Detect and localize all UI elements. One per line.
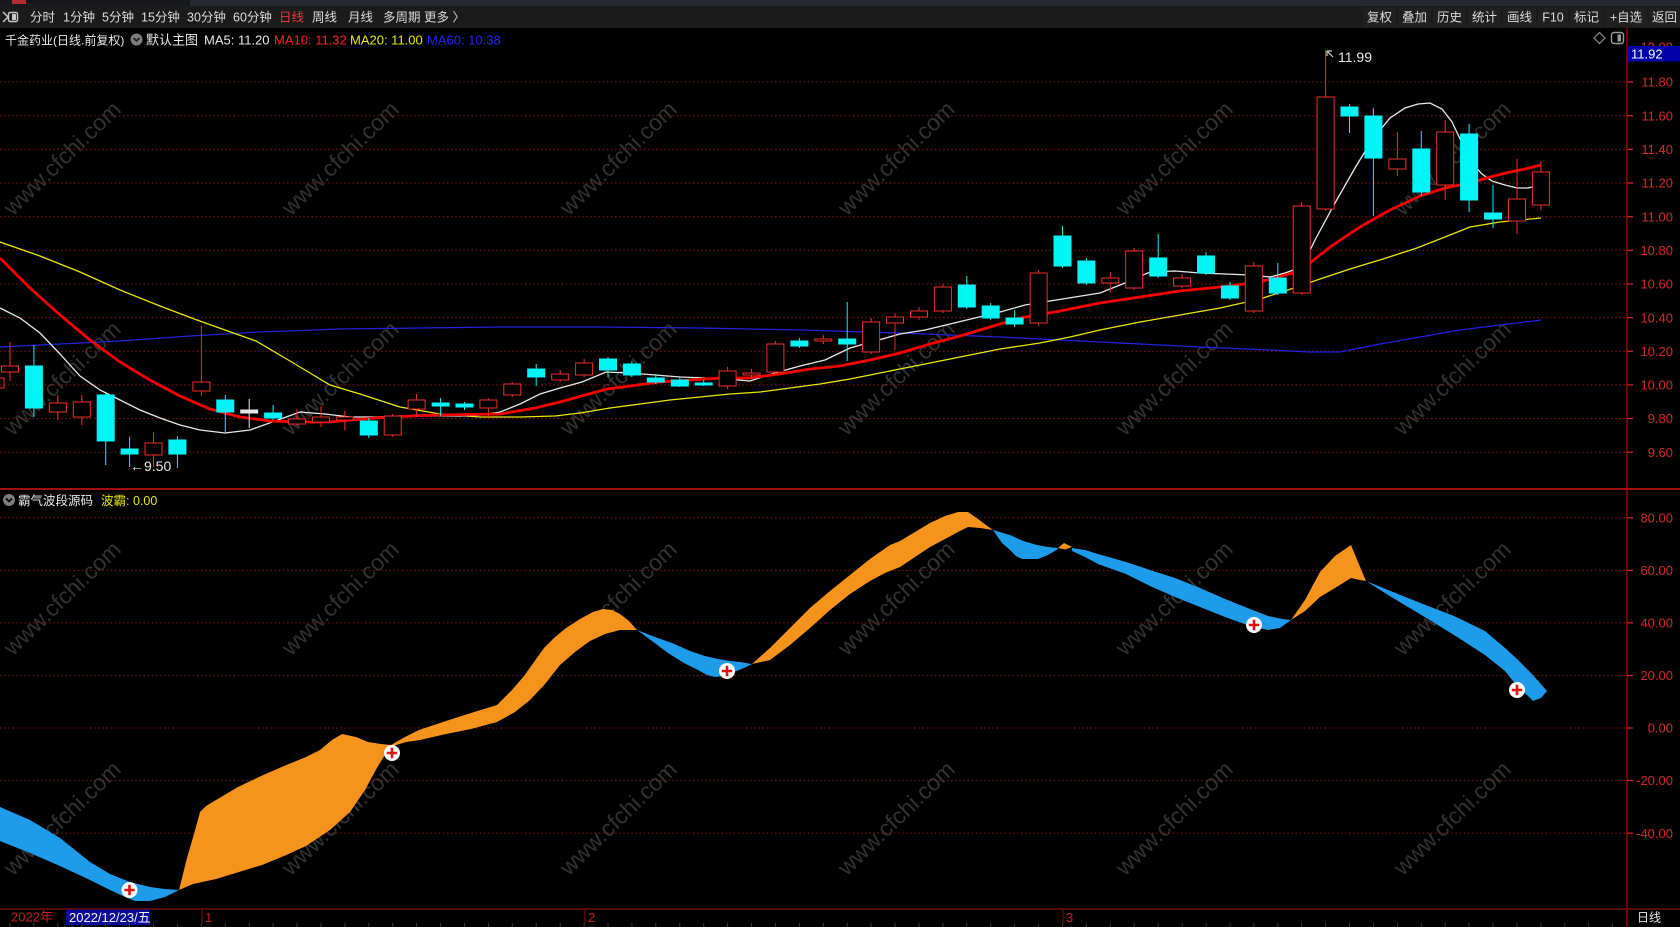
svg-text:3: 3: [1066, 910, 1073, 925]
svg-text:2: 2: [588, 910, 595, 925]
svg-text:叠加: 叠加: [1402, 11, 1427, 25]
svg-text:霸气波段源码: 霸气波段源码: [18, 493, 93, 508]
svg-text:标记: 标记: [1574, 11, 1600, 25]
svg-text:MA20: 11.00: MA20: 11.00: [350, 33, 423, 48]
svg-text:日线: 日线: [279, 11, 305, 25]
svg-text:40.00: 40.00: [1640, 616, 1673, 631]
svg-text:MA5: 11.20: MA5: 11.20: [204, 33, 270, 48]
svg-text:+自选: +自选: [1610, 11, 1643, 25]
svg-text:11.00: 11.00: [1641, 209, 1673, 224]
svg-text:返回: 返回: [1652, 11, 1677, 25]
svg-text:5分钟: 5分钟: [102, 10, 134, 25]
svg-text:20.00: 20.00: [1640, 668, 1673, 683]
svg-text:15分钟: 15分钟: [141, 10, 180, 25]
svg-text:11.92: 11.92: [1631, 47, 1663, 62]
svg-text:60.00: 60.00: [1640, 563, 1673, 578]
svg-text:千金药业(日线.前复权): 千金药业(日线.前复权): [5, 33, 124, 48]
svg-text:复权: 复权: [1367, 10, 1393, 25]
svg-text:日线: 日线: [1637, 911, 1661, 925]
svg-text:11.40: 11.40: [1641, 142, 1673, 157]
svg-text:←9.50: ←9.50: [130, 458, 171, 474]
svg-text:10.20: 10.20: [1640, 344, 1673, 359]
svg-text:MA10: 11.32: MA10: 11.32: [274, 33, 347, 48]
svg-text:更多 〉: 更多 〉: [424, 11, 465, 25]
svg-text:10.60: 10.60: [1640, 277, 1673, 292]
svg-text:历史: 历史: [1437, 11, 1463, 25]
svg-text:11.20: 11.20: [1641, 176, 1673, 191]
svg-text:分时: 分时: [30, 11, 56, 25]
svg-text:2022/12/23/五: 2022/12/23/五: [69, 910, 151, 925]
svg-text:MA60: 10.38: MA60: 10.38: [427, 33, 501, 48]
svg-text:-20.00: -20.00: [1636, 773, 1673, 788]
svg-text:2022年: 2022年: [11, 910, 53, 925]
svg-text:默认主图: 默认主图: [146, 33, 198, 48]
svg-text:11.60: 11.60: [1641, 108, 1673, 123]
svg-text:9.80: 9.80: [1648, 411, 1673, 426]
svg-text:画线: 画线: [1507, 11, 1533, 25]
svg-text:多周期: 多周期: [383, 11, 421, 25]
svg-text:80.00: 80.00: [1640, 511, 1673, 526]
svg-text:60分钟: 60分钟: [233, 10, 272, 25]
svg-text:月线: 月线: [348, 11, 374, 25]
svg-text:-40.00: -40.00: [1636, 826, 1673, 841]
svg-text:周线: 周线: [312, 11, 338, 25]
svg-text:10.80: 10.80: [1640, 243, 1673, 258]
svg-text:F10: F10: [1542, 11, 1564, 25]
svg-text:11.99: 11.99: [1338, 49, 1372, 65]
svg-text:统计: 统计: [1472, 11, 1497, 25]
svg-text:10.40: 10.40: [1640, 310, 1673, 325]
svg-text:1: 1: [205, 910, 212, 925]
svg-text:波霸: 0.00: 波霸: 0.00: [101, 494, 157, 508]
svg-text:11.80: 11.80: [1641, 75, 1673, 90]
svg-text:10.00: 10.00: [1640, 378, 1673, 393]
svg-text:0.00: 0.00: [1648, 721, 1673, 736]
svg-text:30分钟: 30分钟: [187, 10, 226, 25]
svg-text:1分钟: 1分钟: [63, 10, 95, 25]
svg-text:9.60: 9.60: [1648, 445, 1673, 460]
